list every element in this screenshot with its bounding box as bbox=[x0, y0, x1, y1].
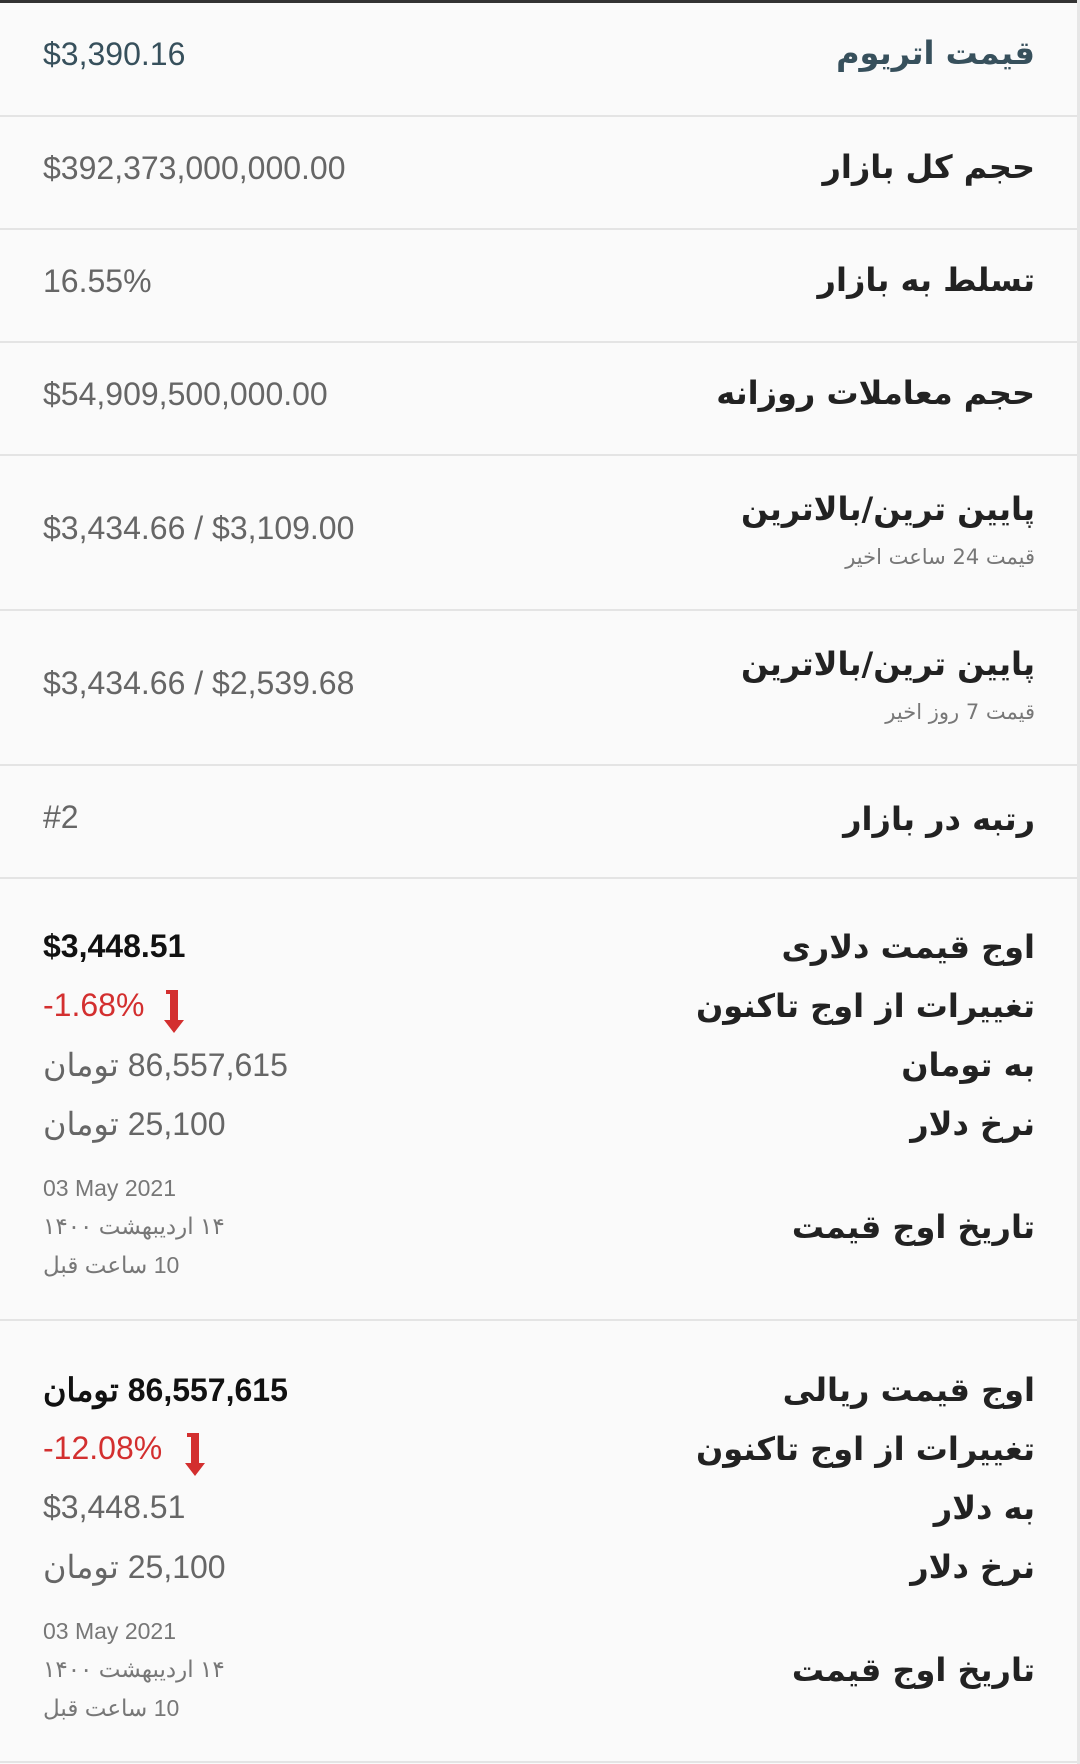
ath-irr-ago: 10 ساعت قبل bbox=[43, 1695, 180, 1721]
ath-irr-change-label: تغییرات از اوج تاکنون bbox=[695, 1430, 1035, 1468]
divider bbox=[0, 877, 1077, 879]
ath-irr-convert-label: به دلار bbox=[933, 1489, 1035, 1527]
divider bbox=[0, 115, 1077, 117]
rank-label: رتبه در بازار bbox=[843, 800, 1035, 838]
ath-usd-rate-label: نرخ دلار bbox=[910, 1105, 1035, 1143]
divider bbox=[0, 341, 1077, 343]
range-7d-sublabel: قیمت 7 روز اخیر bbox=[885, 700, 1035, 724]
scroll-edge bbox=[1077, 0, 1080, 1764]
range-24h-value: $3,434.66 / $3,109.00 bbox=[43, 510, 355, 546]
ath-usd-change-label: تغییرات از اوج تاکنون bbox=[695, 987, 1035, 1025]
eth-price-label: قیمت اتریوم bbox=[836, 34, 1035, 72]
ath-usd-ago: 10 ساعت قبل bbox=[43, 1252, 180, 1278]
market-cap-value: $392,373,000,000.00 bbox=[43, 150, 346, 186]
ath-irr-date-label: تاریخ اوج قیمت bbox=[791, 1651, 1035, 1689]
ath-usd-convert-label: به تومان bbox=[901, 1046, 1035, 1084]
divider bbox=[0, 609, 1077, 611]
ath-irr-rate-value: 25,100 تومان bbox=[43, 1549, 226, 1585]
ath-irr-label: اوج قیمت ریالی bbox=[782, 1371, 1035, 1409]
market-cap-label: حجم کل بازار bbox=[822, 148, 1035, 186]
daily-volume-value: $54,909,500,000.00 bbox=[43, 376, 328, 412]
ath-irr-rate-label: نرخ دلار bbox=[910, 1548, 1035, 1586]
ath-usd-rate-value: 25,100 تومان bbox=[43, 1106, 226, 1142]
dominance-value: 16.55% bbox=[43, 263, 152, 299]
ath-irr-date-en: 03 May 2021 bbox=[43, 1618, 176, 1644]
ath-irr-convert-value: $3,448.51 bbox=[43, 1489, 186, 1525]
ath-irr-date-fa: ۱۴ اردیبهشت ۱۴۰۰ bbox=[43, 1656, 225, 1682]
divider bbox=[0, 764, 1077, 766]
ath-usd-date-en: 03 May 2021 bbox=[43, 1175, 176, 1201]
divider bbox=[0, 228, 1077, 230]
range-24h-label: پایین ترین/بالاترین bbox=[740, 490, 1035, 528]
divider bbox=[0, 1319, 1077, 1321]
divider bbox=[0, 454, 1077, 456]
arrow-down-icon bbox=[164, 990, 184, 1033]
ath-usd-value: $3,448.51 bbox=[43, 928, 186, 964]
range-7d-value: $3,434.66 / $2,539.68 bbox=[43, 665, 355, 701]
ath-usd-convert-value: 86,557,615 تومان bbox=[43, 1047, 288, 1083]
ath-irr-value: 86,557,615 تومان bbox=[43, 1372, 288, 1408]
ath-irr-change-value: -12.08% bbox=[43, 1430, 163, 1466]
eth-price-value: $3,390.16 bbox=[43, 36, 186, 72]
dominance-label: تسلط به بازار bbox=[817, 261, 1035, 299]
top-border bbox=[0, 0, 1080, 3]
rank-value: #2 bbox=[43, 799, 79, 835]
range-7d-label: پایین ترین/بالاترین bbox=[740, 645, 1035, 683]
range-24h-sublabel: قیمت 24 ساعت اخیر bbox=[845, 545, 1035, 569]
ath-usd-change-value: -1.68% bbox=[43, 987, 145, 1023]
ath-usd-label: اوج قیمت دلاری bbox=[781, 928, 1035, 966]
ath-usd-date-label: تاریخ اوج قیمت bbox=[791, 1208, 1035, 1246]
divider bbox=[0, 1761, 1077, 1763]
ath-usd-date-fa: ۱۴ اردیبهشت ۱۴۰۰ bbox=[43, 1213, 225, 1239]
daily-volume-label: حجم معاملات روزانه bbox=[716, 374, 1035, 412]
arrow-down-icon bbox=[185, 1433, 205, 1476]
